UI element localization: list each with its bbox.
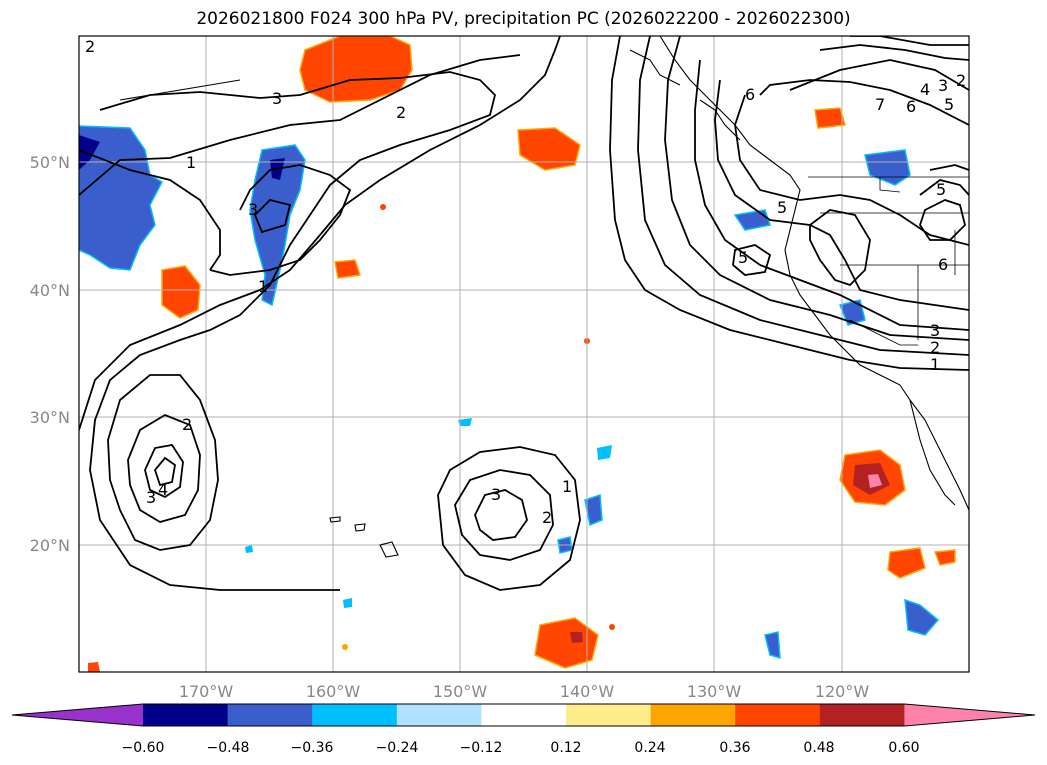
colorbar-outline [11, 703, 1036, 727]
colorbar-segment [650, 704, 736, 726]
svg-text:0.60: 0.60 [888, 740, 919, 756]
graticule [79, 36, 969, 672]
svg-text:150°W: 150°W [433, 682, 488, 701]
svg-text:−0.60: −0.60 [122, 740, 165, 756]
colorbar-segment [143, 704, 229, 726]
map-title: 2026021800 F024 300 hPa PV, precipitatio… [196, 9, 851, 29]
svg-text:2: 2 [956, 71, 966, 90]
svg-text:−0.24: −0.24 [376, 740, 419, 756]
svg-text:20°N: 20°N [30, 536, 70, 555]
svg-text:0.24: 0.24 [634, 740, 665, 756]
svg-text:3: 3 [272, 89, 282, 108]
map-frame [78, 35, 970, 673]
svg-text:30°N: 30°N [30, 408, 70, 427]
svg-text:2: 2 [85, 37, 95, 56]
svg-text:3: 3 [248, 200, 258, 219]
svg-text:6: 6 [745, 85, 755, 104]
svg-text:0.12: 0.12 [550, 740, 581, 756]
contour-labels: 2 1 3 2 1 3 6 7 6 4 3 2 5 5 5 6 5 3 2 1 … [85, 37, 966, 527]
svg-text:−0.36: −0.36 [291, 740, 334, 756]
svg-text:140°W: 140°W [560, 682, 615, 701]
svg-text:0.36: 0.36 [719, 740, 750, 756]
svg-text:120°W: 120°W [815, 682, 870, 701]
svg-text:1: 1 [930, 355, 940, 374]
longitude-labels: 170°W 160°W 150°W 140°W 130°W 120°W [179, 682, 870, 701]
colorbar-segment [481, 704, 567, 726]
svg-text:−0.12: −0.12 [460, 740, 503, 756]
precip-positive-areas [88, 36, 956, 672]
svg-text:6: 6 [906, 97, 916, 116]
svg-text:2: 2 [182, 415, 192, 434]
svg-text:2: 2 [930, 338, 940, 357]
svg-text:4: 4 [920, 80, 930, 99]
svg-text:3: 3 [930, 321, 940, 340]
latitude-labels: 50°N 40°N 30°N 20°N [30, 153, 70, 555]
colorbar-tick-labels: −0.60 −0.48 −0.36 −0.24 −0.12 0.12 0.24 … [122, 740, 920, 756]
colorbar-extend-high [904, 704, 1035, 726]
colorbar-extend-low [12, 704, 143, 726]
colorbar-segment [566, 704, 652, 726]
svg-text:7: 7 [875, 95, 885, 114]
svg-text:1: 1 [562, 477, 572, 496]
svg-text:2: 2 [396, 103, 406, 122]
svg-text:6: 6 [938, 255, 948, 274]
colorbar-segment [396, 704, 482, 726]
svg-text:2: 2 [542, 508, 552, 527]
svg-text:50°N: 50°N [30, 153, 70, 172]
svg-text:4: 4 [158, 480, 168, 499]
colorbar-segment [227, 704, 313, 726]
svg-text:40°N: 40°N [30, 281, 70, 300]
svg-text:5: 5 [777, 198, 787, 217]
svg-text:5: 5 [738, 248, 748, 267]
pv-contours [79, 36, 969, 591]
svg-text:160°W: 160°W [306, 682, 361, 701]
svg-text:130°W: 130°W [687, 682, 742, 701]
svg-text:1: 1 [186, 153, 196, 172]
svg-text:5: 5 [944, 95, 954, 114]
svg-text:3: 3 [491, 485, 501, 504]
coastlines [119, 36, 969, 558]
colorbar-segment [735, 704, 821, 726]
svg-text:3: 3 [146, 488, 156, 507]
svg-text:1: 1 [258, 277, 268, 296]
svg-text:−0.48: −0.48 [207, 740, 250, 756]
svg-text:5: 5 [936, 180, 946, 199]
colorbar [11, 703, 1036, 727]
svg-text:3: 3 [938, 76, 948, 95]
colorbar-segment [819, 704, 905, 726]
colorbar-segment [312, 704, 398, 726]
svg-text:170°W: 170°W [179, 682, 234, 701]
svg-text:0.48: 0.48 [803, 740, 834, 756]
